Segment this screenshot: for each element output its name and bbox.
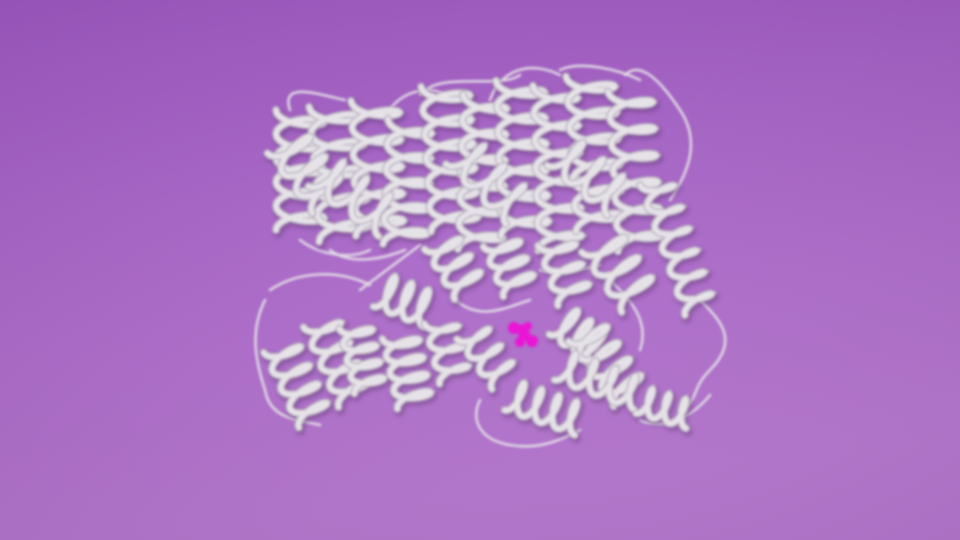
- helix-ribbon: [454, 326, 516, 392]
- helix-ribbon: [605, 88, 665, 254]
- helix-ribbon: [261, 343, 330, 431]
- coil-loop: [287, 90, 347, 112]
- ligand-atom: [524, 322, 532, 330]
- helix-ribbon: [305, 159, 393, 239]
- ligand-molecule: [508, 322, 538, 347]
- coil-loop: [453, 298, 532, 313]
- helix-ribbon: [637, 182, 715, 318]
- helix-ribbon: [370, 273, 432, 330]
- helix-ribbon: [493, 78, 552, 239]
- helix-ribbon: [502, 380, 580, 438]
- coil-loop: [488, 66, 562, 102]
- helix-ribbon: [551, 350, 639, 413]
- helix-ribbon: [535, 241, 592, 309]
- helix-ribbon: [422, 321, 472, 387]
- helix-ribbon: [530, 83, 586, 254]
- helix-ribbon: [418, 84, 482, 235]
- coil-loop: [474, 398, 582, 448]
- helix-ribbon: [544, 140, 626, 218]
- ligand-atom: [515, 337, 525, 347]
- helix-ribbon: [480, 238, 537, 300]
- helix-ribbon: [443, 143, 527, 227]
- coil-loop: [418, 73, 522, 97]
- coil-loop: [558, 64, 642, 82]
- coil-loop: [268, 273, 372, 292]
- alpha-helices: [259, 72, 718, 440]
- ligand-atom: [518, 328, 530, 340]
- coil-loop: [608, 278, 644, 352]
- ligand-atom: [526, 335, 538, 347]
- coil-loop: [623, 68, 693, 202]
- helix-ribbon: [264, 133, 343, 216]
- ligand-atom: [508, 322, 520, 334]
- helix-ribbon: [633, 385, 689, 431]
- helix-ribbon: [422, 236, 484, 302]
- helix-ribbon: [379, 336, 434, 412]
- helix-ribbon: [336, 326, 387, 397]
- helix-ribbon: [579, 234, 655, 315]
- coil-loop: [298, 238, 372, 257]
- coil-loop: [358, 243, 422, 292]
